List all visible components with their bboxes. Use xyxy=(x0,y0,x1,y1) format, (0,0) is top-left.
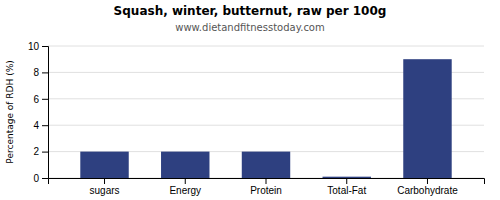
title: Squash, winter, butternut, raw per 100g xyxy=(114,4,387,18)
y-tick: 2 xyxy=(33,146,48,157)
y-tick-label: 0 xyxy=(33,173,39,184)
x-tick-mark xyxy=(266,178,267,184)
x-tick-mark xyxy=(346,178,347,184)
y-axis-title: Percentage of RDH (%) xyxy=(5,60,15,163)
y-tick-mark xyxy=(42,178,48,179)
y-tick-label: 10 xyxy=(28,41,40,52)
x-tick: Total-Fat xyxy=(327,178,366,196)
plot-area: sugars Energy Protein Total-Fat Carbohydrate… xyxy=(28,41,485,196)
y-tick: 10 xyxy=(28,41,48,52)
x-tick-label: Protein xyxy=(250,185,282,196)
y-tick: 8 xyxy=(33,67,48,78)
y-tick: 6 xyxy=(33,94,48,105)
x-axis: sugars Energy Protein Total-Fat Carbohydrate xyxy=(49,178,485,196)
bar xyxy=(242,152,290,178)
y-tick-mark xyxy=(42,99,48,100)
y-tick-mark xyxy=(42,152,48,153)
bar xyxy=(323,177,371,178)
grid xyxy=(48,46,484,178)
y-axis-line xyxy=(42,47,49,179)
x-tick: Protein xyxy=(250,178,282,196)
y-tick-mark xyxy=(42,125,48,126)
x-tick: sugars xyxy=(90,178,120,196)
x-tick-mark xyxy=(427,178,428,184)
x-tick-label: Energy xyxy=(169,185,201,196)
x-tick-label: Total-Fat xyxy=(327,185,366,196)
bars xyxy=(80,59,451,178)
subtitle: www.dietandfitnesstoday.com xyxy=(175,22,324,33)
y-tick-label: 2 xyxy=(33,146,39,157)
y-tick: 4 xyxy=(33,120,48,131)
y-tick-label: 6 xyxy=(33,94,39,105)
y-tick-mark xyxy=(42,46,48,47)
y-axis: 0 2 4 6 8 10 xyxy=(28,41,49,184)
x-tick: Carbohydrate xyxy=(397,178,458,196)
x-tick-label: Carbohydrate xyxy=(397,185,458,196)
x-axis-line xyxy=(49,179,485,185)
bar xyxy=(80,152,128,178)
y-tick-label: 8 xyxy=(33,67,39,78)
y-tick-label: 4 xyxy=(33,120,39,131)
bar xyxy=(403,59,451,178)
x-tick-mark xyxy=(185,178,186,184)
x-tick-label: sugars xyxy=(90,185,120,196)
grid-line xyxy=(48,46,484,47)
chart-svg: Squash, winter, butternut, raw per 100g w… xyxy=(0,0,500,200)
x-tick: Energy xyxy=(169,178,201,196)
y-tick: 0 xyxy=(33,173,48,184)
x-tick-mark xyxy=(104,178,105,184)
y-tick-mark xyxy=(42,72,48,73)
bar xyxy=(161,152,209,178)
